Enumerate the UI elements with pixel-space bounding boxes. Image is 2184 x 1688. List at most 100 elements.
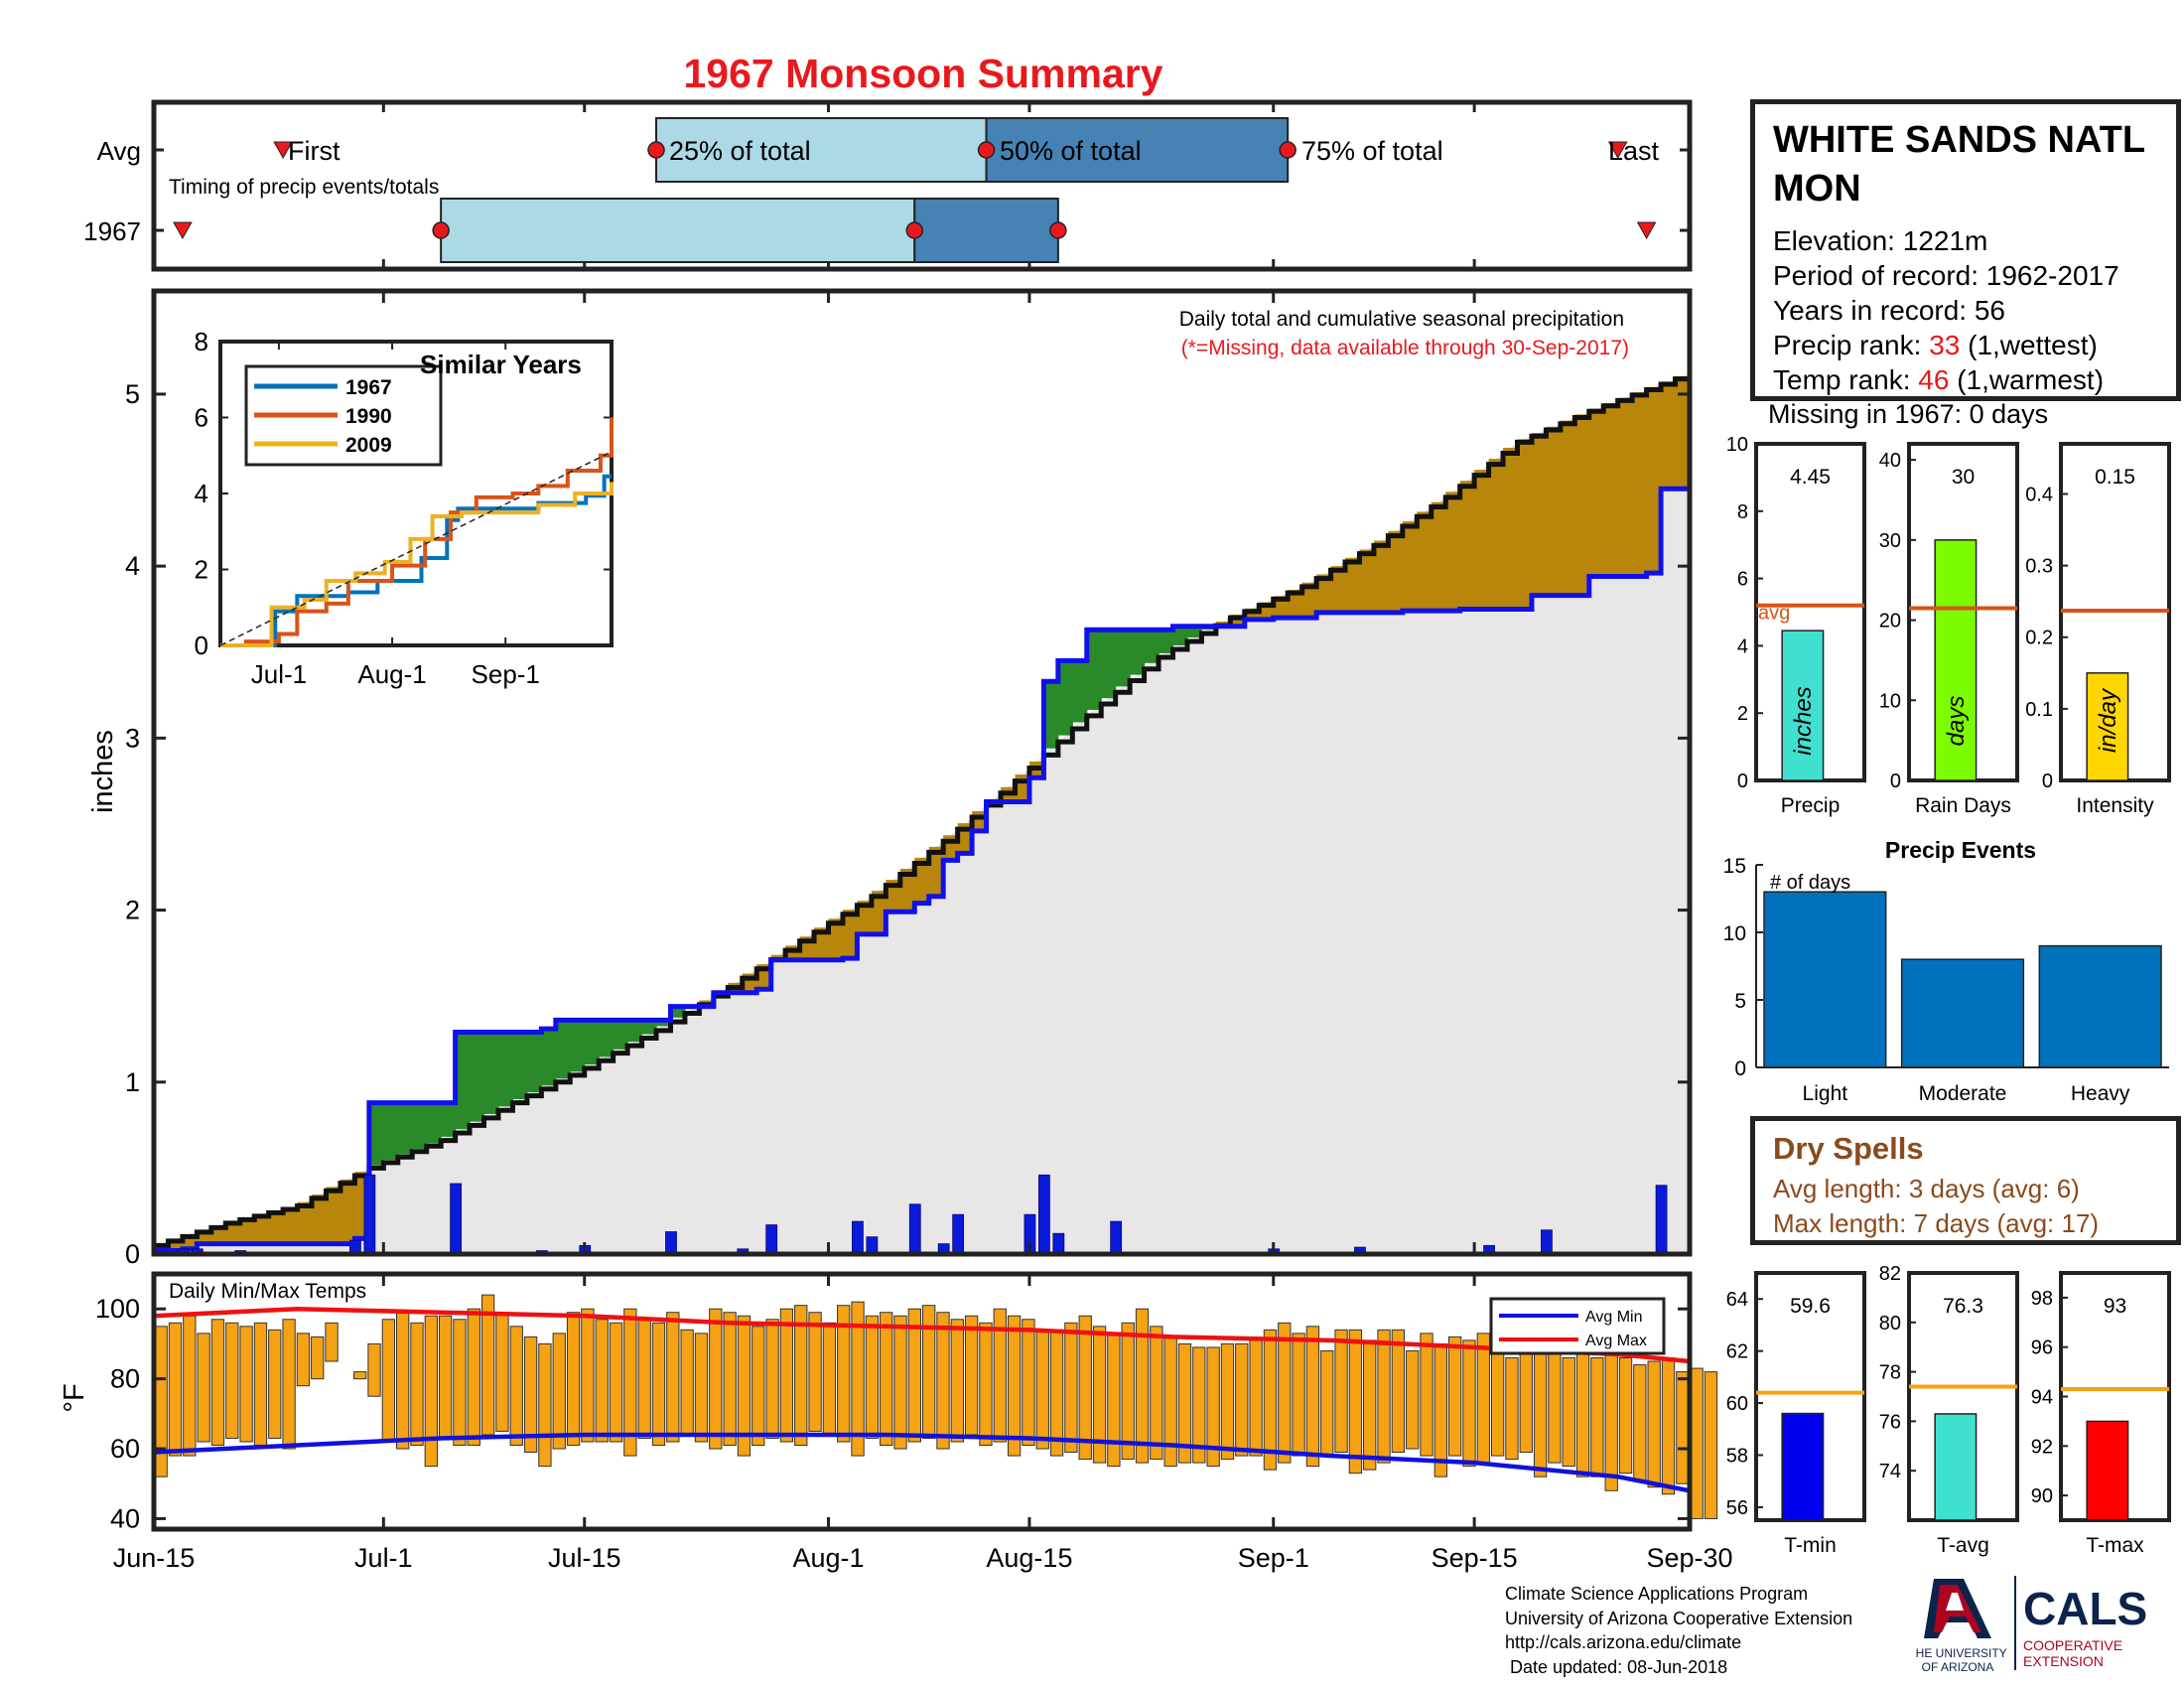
below-avg-segment xyxy=(1445,492,1461,612)
inset-legend-label: 1967 xyxy=(345,376,392,399)
temps-ytick-label: 80 xyxy=(110,1364,140,1394)
temps-ytick-label: 100 xyxy=(95,1294,140,1324)
timing-label: Timing of precip events/totals xyxy=(169,176,439,199)
main-frame xyxy=(151,288,1693,1257)
precip_total-ytick-label: 2 xyxy=(1737,703,1748,725)
temps-ytick-label: 40 xyxy=(110,1503,140,1533)
above-avg-segment xyxy=(541,1029,557,1086)
timing-avg-pct-marker xyxy=(1279,141,1297,159)
daily-temp-bar xyxy=(993,1308,1007,1443)
daily-temp-bar xyxy=(851,1301,865,1457)
below-avg-segment xyxy=(297,1201,313,1244)
below-avg-segment xyxy=(1474,470,1490,610)
above-avg-segment xyxy=(570,1020,586,1072)
main-ylabel: inches xyxy=(87,730,119,813)
daily-temp-bar xyxy=(1363,1339,1377,1471)
daily-temp-bar xyxy=(1107,1333,1121,1468)
daily-temp-bar xyxy=(893,1315,907,1450)
daily-temp-bar xyxy=(311,1336,325,1380)
daily-precip-bar xyxy=(852,1220,864,1255)
below-avg-segment xyxy=(899,869,915,913)
daily-temp-bar xyxy=(1433,1342,1447,1477)
intensity-ytick-label: 0.4 xyxy=(2025,484,2053,505)
daily-precip-bar xyxy=(450,1183,463,1255)
daily-temp-bar xyxy=(1022,1319,1035,1447)
daily-temp-bar xyxy=(353,1371,367,1380)
inset-xtick-label: Jul-1 xyxy=(251,659,307,689)
ext-line-1: COOPERATIVE xyxy=(2023,1637,2122,1653)
precip-rank-value: 33 xyxy=(1929,330,1961,360)
rain_days-ytick-label: 30 xyxy=(1879,530,1901,552)
below-avg-segment xyxy=(283,1207,299,1244)
t_min-ytick-label: 60 xyxy=(1726,1393,1748,1415)
inset-xtick-label: Aug-1 xyxy=(357,659,426,689)
below-avg-segment xyxy=(168,1238,184,1251)
main-subtitle: (*=Missing, data available through 30-Se… xyxy=(1181,337,1629,359)
precip-events-category: Moderate xyxy=(1919,1082,2007,1105)
below-avg-segment xyxy=(1675,375,1691,490)
timing-avg-event-marker xyxy=(1607,141,1628,160)
timing-avg-pct-marker xyxy=(977,141,996,159)
inset-ytick-label: 0 xyxy=(195,631,208,660)
above-avg-segment xyxy=(483,1032,499,1115)
daily-temp-bar xyxy=(723,1312,737,1447)
timing-p50-label: 50% of total xyxy=(1000,136,1142,166)
precip-rank-label: Precip rank: xyxy=(1773,330,1922,360)
rain_days-ytick-label: 10 xyxy=(1879,690,1901,712)
precip_total-avg-label: avg xyxy=(1758,603,1790,625)
timing-1967-box-25-50 xyxy=(440,198,916,263)
daily-temp-bar xyxy=(1476,1333,1490,1464)
precip_total-unit-label: inches xyxy=(1790,686,1817,755)
daily-temp-bar xyxy=(1562,1356,1575,1468)
x-axis-tick-label: Jul-1 xyxy=(354,1543,413,1573)
daily-temp-bar xyxy=(979,1322,993,1447)
daily-precip-bar xyxy=(363,1174,376,1255)
above-avg-segment xyxy=(1072,660,1088,723)
above-avg-segment xyxy=(627,1020,643,1043)
above-avg-segment xyxy=(613,1020,628,1050)
inset-legend-label: 2009 xyxy=(345,434,392,457)
daily-temps-chart: 40 60 80 100 Jun-15 Jul-1 Jul-15 Aug-1 Aug-15 Sep… xyxy=(95,1271,1733,1573)
daily-temp-bar xyxy=(680,1329,694,1436)
avg-cumulative-line xyxy=(154,373,1693,1248)
daily-temp-bar xyxy=(239,1326,253,1443)
daily-temp-bar xyxy=(1548,1346,1562,1464)
daily-temp-bar xyxy=(1519,1349,1533,1454)
above-avg-segment xyxy=(441,1102,457,1137)
daily-temp-bar xyxy=(495,1312,509,1432)
above-avg-segment xyxy=(1101,630,1117,699)
below-avg-segment xyxy=(842,910,859,959)
daily-temp-bar xyxy=(865,1315,880,1439)
inset-line-2009 xyxy=(220,482,614,647)
t_max-ytick-label: 92 xyxy=(2031,1436,2053,1458)
precip-rank-note: (1,wettest) xyxy=(1968,330,2098,360)
below-avg-segment xyxy=(1230,614,1246,627)
rain_days-category-label: Rain Days xyxy=(1915,794,2011,817)
precip-events-bar xyxy=(1900,958,2025,1068)
daily-temp-bar xyxy=(210,1319,225,1447)
below-avg-segment xyxy=(254,1214,270,1244)
daily-temp-bar xyxy=(1604,1353,1618,1491)
dry-spells-box: Dry Spells Avg length: 3 days (avg: 6) M… xyxy=(1750,1116,2181,1245)
dry-spells-max: Max length: 7 days (avg: 17) xyxy=(1773,1208,2100,1238)
intensity-ytick-label: 0 xyxy=(2042,771,2053,792)
below-avg-segment xyxy=(1603,403,1619,577)
above-avg-segment xyxy=(1043,681,1059,749)
t_max-category-label: T-max xyxy=(2086,1534,2144,1557)
daily-temp-bar xyxy=(480,1294,495,1436)
below-avg-segment xyxy=(1388,530,1404,613)
t_avg-ytick-label: 76 xyxy=(1879,1411,1901,1433)
t_max-value-label: 93 xyxy=(2104,1295,2126,1318)
daily-temp-bar xyxy=(1121,1322,1135,1461)
daily-temp-bar xyxy=(637,1319,651,1439)
precip_total-ytick-label: 6 xyxy=(1737,569,1748,591)
below-avg-segment xyxy=(814,927,830,960)
station-precip-rank: Precip rank: 33 (1,wettest) xyxy=(1773,330,2098,361)
x-axis-tick-label: Jun-15 xyxy=(113,1543,196,1573)
daily-precip-bar xyxy=(665,1231,677,1255)
timing-row-year: 1967 xyxy=(83,216,141,246)
t_max-ytick-label: 96 xyxy=(2031,1337,2053,1359)
above-avg-segment xyxy=(1172,626,1188,645)
below-avg-segment xyxy=(1402,521,1418,612)
precip-events-ytick-label: 15 xyxy=(1723,855,1746,878)
